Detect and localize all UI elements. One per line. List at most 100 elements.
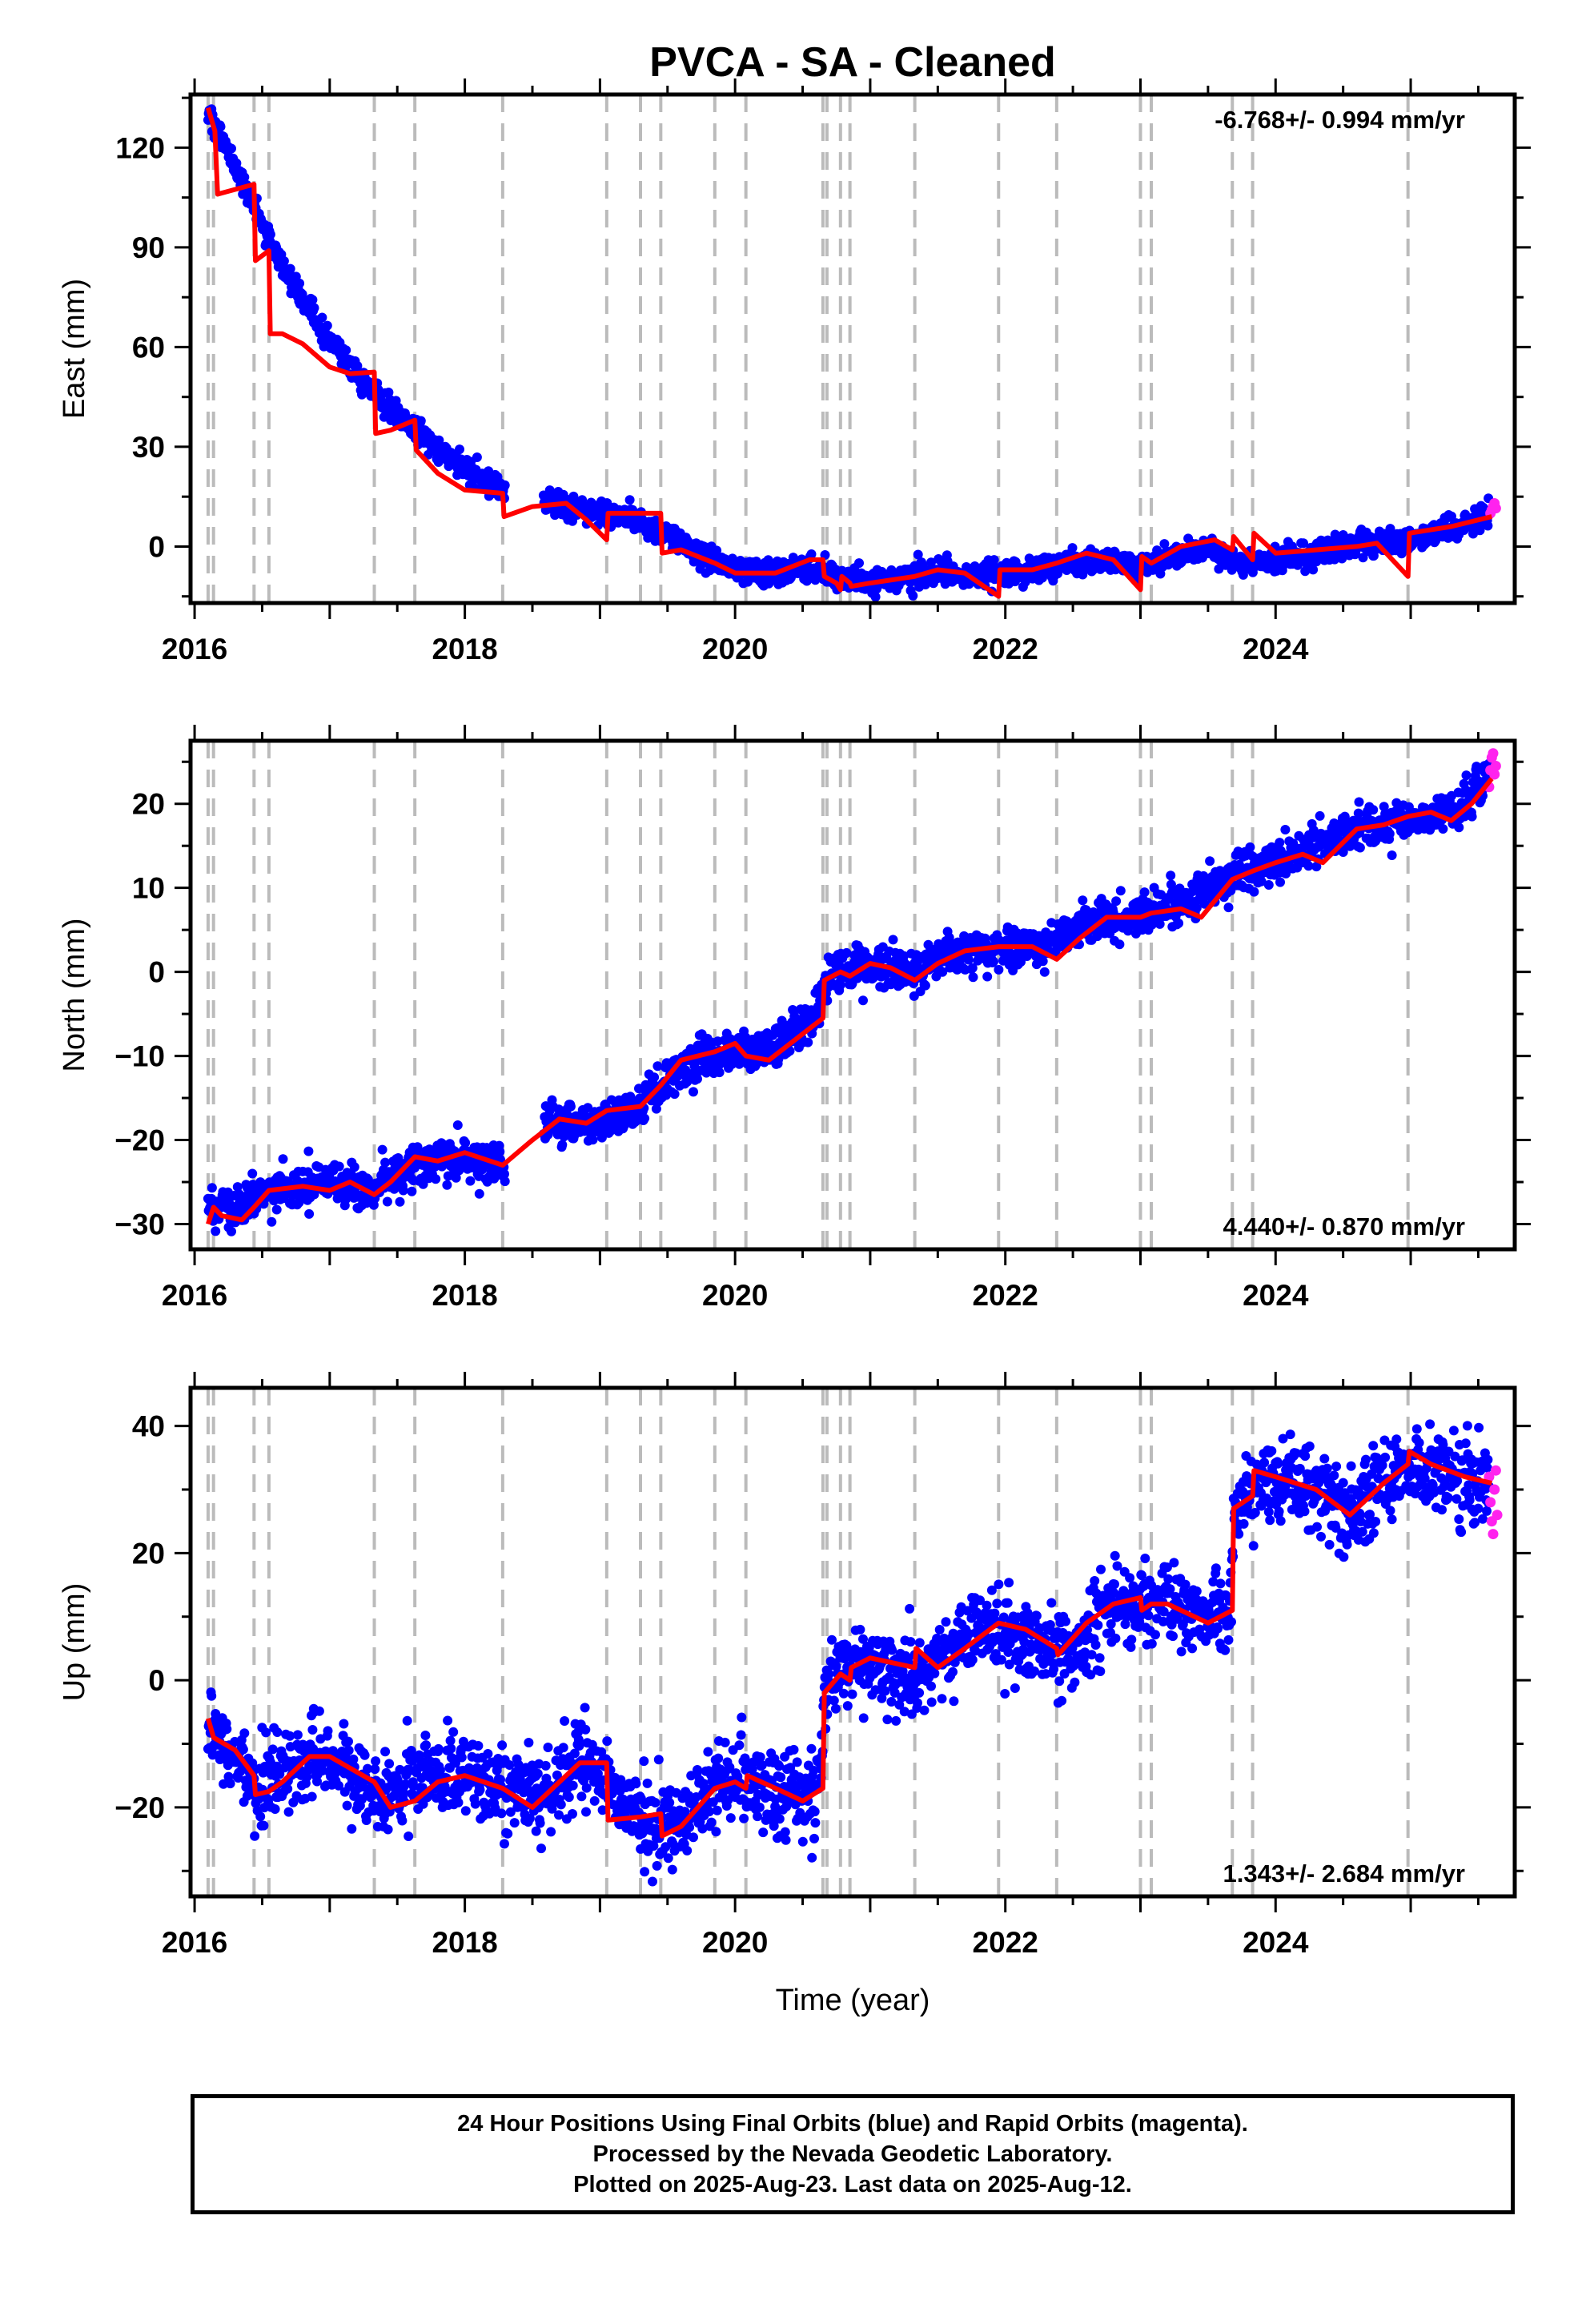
x-tick-label: 2020 <box>702 633 768 665</box>
data-point <box>1146 919 1157 930</box>
data-point <box>908 590 918 601</box>
data-point <box>215 122 226 132</box>
data-point <box>854 558 864 569</box>
data-point <box>1110 547 1120 557</box>
data-point <box>279 256 289 266</box>
data-point <box>434 435 444 445</box>
data-point <box>278 1154 288 1164</box>
data-point <box>1067 543 1078 553</box>
data-point <box>714 1068 725 1078</box>
data-point <box>363 1763 373 1774</box>
data-point <box>693 1074 702 1084</box>
y-axis-label: North (mm) <box>58 918 91 1072</box>
data-point <box>239 1728 250 1739</box>
rapid-orbit-point <box>1490 503 1501 514</box>
x-tick-label: 2022 <box>973 633 1038 665</box>
x-tick-label: 2020 <box>702 1279 768 1312</box>
data-point <box>285 1731 295 1741</box>
data-point <box>1256 876 1267 887</box>
y-tick-label: 20 <box>132 788 165 821</box>
data-point <box>238 1744 248 1755</box>
data-point <box>1199 899 1210 909</box>
data-point <box>402 1715 412 1726</box>
data-point <box>1039 967 1050 977</box>
y-tick-label: −10 <box>114 1040 165 1073</box>
data-point <box>500 480 510 490</box>
data-point <box>967 963 978 973</box>
data-point <box>557 1140 568 1150</box>
data-point <box>334 1780 343 1791</box>
data-point <box>625 1092 636 1102</box>
data-point <box>727 1059 737 1069</box>
data-point <box>899 951 909 961</box>
model-fit-line <box>206 777 1494 1225</box>
data-point <box>349 1162 359 1172</box>
data-point <box>455 444 464 455</box>
data-point <box>283 1783 293 1794</box>
north-panel: 2016 2018 2020 2022 2024−30−20−1001020North … <box>58 725 1531 1312</box>
data-point <box>322 320 332 331</box>
data-point <box>307 1725 318 1735</box>
figure-title: PVCA - SA - Cleaned <box>649 39 1056 86</box>
data-point <box>1467 811 1477 822</box>
y-tick-label: 10 <box>132 872 165 905</box>
data-point <box>317 312 327 323</box>
data-point <box>1308 565 1319 575</box>
data-point <box>870 592 881 602</box>
data-point <box>1303 861 1314 871</box>
data-point <box>250 1831 260 1841</box>
data-point <box>565 1101 576 1112</box>
data-point <box>1311 862 1322 872</box>
data-point <box>359 1750 370 1760</box>
data-point <box>1345 841 1355 851</box>
data-point <box>312 1776 322 1787</box>
data-point <box>232 1182 243 1192</box>
data-point <box>500 1169 509 1179</box>
data-point <box>397 1815 408 1826</box>
data-point <box>309 303 319 313</box>
data-point <box>259 1820 269 1831</box>
data-point <box>343 1736 353 1747</box>
data-point <box>225 1779 235 1789</box>
data-point <box>1461 770 1472 781</box>
y-tick-label: −20 <box>114 1124 165 1157</box>
plot-area <box>203 1388 1503 1896</box>
data-point <box>712 545 722 556</box>
data-point <box>472 452 482 462</box>
y-tick-label: 0 <box>148 530 165 563</box>
x-tick-label: 2016 <box>162 1279 227 1312</box>
data-point <box>341 345 351 356</box>
data-point <box>913 549 923 560</box>
data-point <box>267 1216 277 1227</box>
data-point <box>841 947 852 958</box>
data-point <box>994 964 1004 975</box>
data-point <box>384 1759 395 1769</box>
data-point <box>1223 903 1234 913</box>
plot-frame <box>188 92 1517 605</box>
data-point <box>395 1196 405 1207</box>
data-point <box>474 1188 484 1199</box>
x-tick-label: 2024 <box>1243 633 1309 665</box>
data-point <box>500 1176 510 1187</box>
data-point <box>416 416 426 426</box>
x-tick-label: 2024 <box>1243 1279 1309 1312</box>
plot-frame <box>188 738 1517 1252</box>
data-point <box>404 1831 414 1841</box>
data-point <box>334 1161 344 1172</box>
data-point <box>451 1172 461 1183</box>
data-point <box>588 1135 598 1145</box>
rapid-orbit-point <box>1490 760 1501 771</box>
data-point <box>307 1791 317 1802</box>
y-tick-label: 30 <box>132 431 165 464</box>
plot-area <box>203 94 1501 603</box>
data-point <box>968 972 978 983</box>
data-point <box>307 295 318 305</box>
data-point <box>495 1147 505 1157</box>
y-axis-label: East (mm) <box>58 279 91 419</box>
data-point <box>271 1204 282 1215</box>
data-point <box>1368 805 1379 815</box>
data-point <box>1454 822 1464 833</box>
data-point <box>412 1142 423 1152</box>
data-point <box>283 1807 294 1817</box>
